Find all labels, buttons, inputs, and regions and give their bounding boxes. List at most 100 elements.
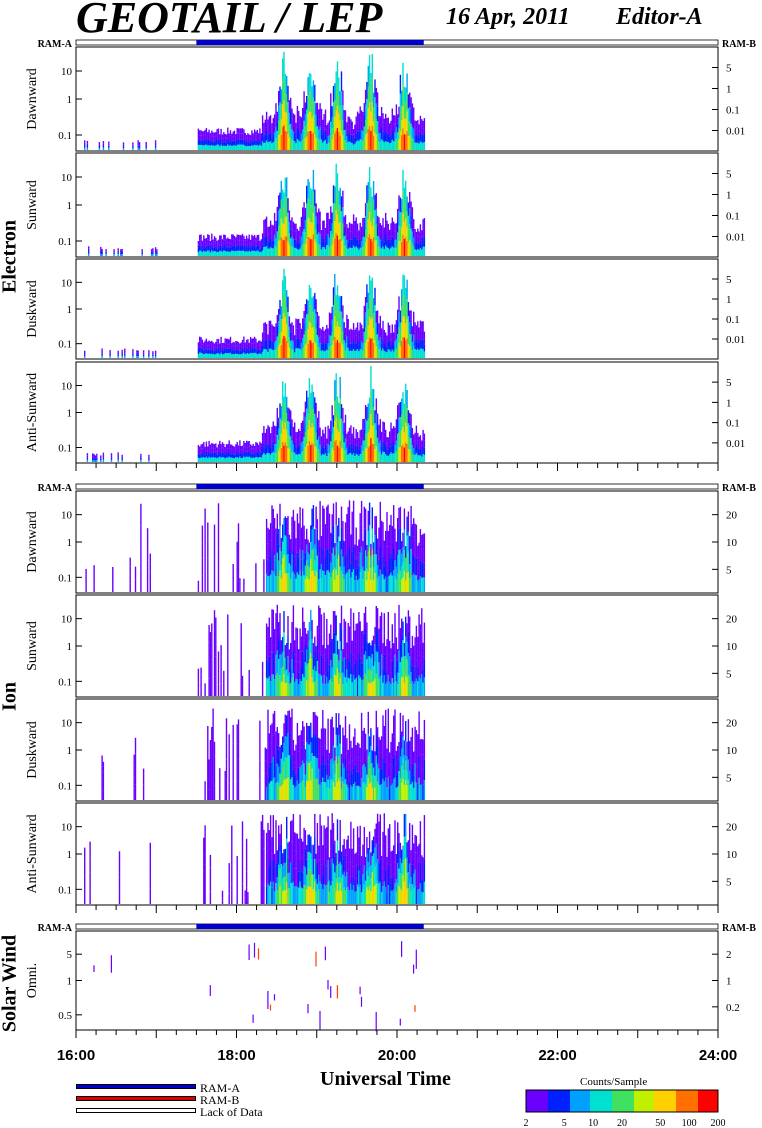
- left-tick-e-dusk-0: 10: [61, 277, 73, 289]
- right-tick-i-anti-1: 10: [726, 849, 738, 861]
- ram-b-label-electron: RAM-B: [722, 39, 756, 50]
- spectrogram-e-dawn: [84, 51, 426, 150]
- solar-wind-group-label: Solar Wind: [0, 934, 21, 1033]
- left-tick-e-anti-2: 0.1: [58, 443, 72, 455]
- right-tick-e-sun-0: 5: [726, 169, 732, 181]
- left-tick-i-dawn-2: 0.1: [58, 572, 72, 584]
- right-tick-i-dawn-0: 20: [726, 510, 738, 522]
- ram-a-segment-solar-wind-0: [196, 924, 424, 929]
- panel-label-i-anti: Anti-Sunward: [25, 814, 40, 893]
- ram-b-label-ion: RAM-B: [722, 483, 756, 494]
- right-tick-e-anti-3: 0.01: [726, 438, 745, 450]
- ram-a-label-electron: RAM-A: [38, 39, 73, 50]
- colorbar: [526, 1090, 719, 1112]
- plot-title: GEOTAIL / LEP: [76, 0, 383, 42]
- spectrogram-e-dusk: [84, 268, 426, 358]
- left-tick-e-dawn-0: 10: [61, 66, 73, 78]
- right-tick-sw-omni-2: 0.2: [726, 1002, 740, 1014]
- right-tick-sw-omni-0: 2: [726, 949, 732, 961]
- x-tick-label-2: 20:00: [378, 1047, 416, 1064]
- right-tick-e-dawn-1: 1: [726, 84, 732, 96]
- left-tick-e-sun-1: 1: [67, 200, 73, 212]
- left-tick-i-dusk-0: 10: [61, 718, 73, 730]
- panel-label-sw-omni: Omni.: [25, 963, 40, 998]
- panel-label-e-dawn: Dawnward: [25, 68, 40, 129]
- spectrogram-sw-omni: [93, 941, 417, 1032]
- right-tick-i-dawn-1: 10: [726, 537, 738, 549]
- right-tick-e-sun-3: 0.01: [726, 232, 745, 244]
- colorbar-title: Counts/Sample: [580, 1076, 648, 1088]
- x-tick-label-4: 24:00: [699, 1047, 737, 1064]
- panel-label-e-sun: Sunward: [25, 180, 40, 230]
- right-tick-i-sun-1: 10: [726, 641, 738, 653]
- spectrogram-i-anti: [84, 813, 426, 904]
- spectrogram-e-sun: [88, 163, 426, 256]
- colorbar-tick-0: 2: [524, 1118, 529, 1128]
- colorbar-tick-1: 5: [562, 1118, 567, 1128]
- x-axis-label: Universal Time: [320, 1068, 451, 1090]
- right-tick-i-dawn-2: 5: [726, 564, 732, 576]
- panel-label-e-anti: Anti-Sunward: [25, 373, 40, 452]
- right-tick-i-anti-0: 20: [726, 822, 738, 834]
- legend-ram-b-label: RAM-B: [200, 1093, 240, 1107]
- right-tick-i-dusk-2: 5: [726, 772, 732, 784]
- right-tick-i-sun-0: 20: [726, 614, 738, 626]
- left-tick-e-dusk-2: 0.1: [58, 339, 72, 351]
- legend-lack-swatch: [76, 1108, 196, 1113]
- right-tick-e-anti-0: 5: [726, 377, 732, 389]
- ion-group-label: Ion: [0, 682, 21, 711]
- colorbar-frame: [525, 1089, 719, 1113]
- left-tick-e-sun-0: 10: [61, 172, 73, 184]
- left-tick-e-anti-1: 1: [67, 408, 73, 420]
- ram-a-segment-electron-0: [196, 40, 424, 45]
- right-tick-i-anti-2: 5: [726, 876, 732, 888]
- right-tick-e-dawn-3: 0.01: [726, 126, 745, 138]
- panel-label-e-dusk: Duskward: [25, 280, 40, 338]
- panel-label-i-dusk: Duskward: [25, 721, 40, 779]
- spectrogram-e-anti: [86, 366, 426, 462]
- left-tick-i-sun-0: 10: [61, 614, 73, 626]
- left-tick-i-dusk-2: 0.1: [58, 780, 72, 792]
- legend-ram-b-swatch: [76, 1096, 196, 1101]
- panel-frame-sw-omni: [75, 930, 719, 1031]
- right-tick-e-anti-1: 1: [726, 397, 732, 409]
- colorbar-tick-5: 100: [682, 1118, 697, 1128]
- x-tick-label-1: 18:00: [217, 1047, 255, 1064]
- left-tick-e-dawn-2: 0.1: [58, 130, 72, 142]
- right-tick-e-dawn-2: 0.1: [726, 105, 740, 117]
- plot-editor: Editor-A: [616, 4, 703, 30]
- panel-label-i-dawn: Dawnward: [25, 511, 40, 572]
- left-tick-e-sun-2: 0.1: [58, 236, 72, 248]
- colorbar-tick-6: 200: [711, 1118, 726, 1128]
- ram-a-label-ion: RAM-A: [38, 483, 73, 494]
- left-tick-i-sun-2: 0.1: [58, 676, 72, 688]
- spectrogram-i-dawn: [85, 500, 426, 592]
- right-tick-e-sun-2: 0.1: [726, 211, 740, 223]
- x-tick-label-3: 22:00: [538, 1047, 576, 1064]
- legend-ram-a-swatch: [76, 1084, 196, 1089]
- left-tick-sw-omni-1: 1: [67, 976, 73, 988]
- right-tick-e-dusk-0: 5: [726, 274, 732, 286]
- ram-b-label-solar-wind: RAM-B: [722, 923, 756, 934]
- left-tick-i-anti-0: 10: [61, 822, 73, 834]
- panel-label-i-sun: Sunward: [25, 621, 40, 671]
- plot-date: 16 Apr, 2011: [446, 4, 570, 30]
- left-tick-e-dawn-1: 1: [67, 94, 73, 106]
- colorbar-tick-3: 20: [617, 1118, 627, 1128]
- right-tick-i-sun-2: 5: [726, 668, 732, 680]
- legend-lack-label: Lack of Data: [200, 1105, 263, 1119]
- left-tick-i-anti-2: 0.1: [58, 884, 72, 896]
- left-tick-i-anti-1: 1: [67, 849, 73, 861]
- right-tick-e-dawn-0: 5: [726, 63, 732, 75]
- left-tick-i-dawn-1: 1: [67, 537, 73, 549]
- left-tick-i-sun-1: 1: [67, 641, 73, 653]
- right-tick-e-dusk-1: 1: [726, 294, 732, 306]
- ram-a-label-solar-wind: RAM-A: [38, 923, 73, 934]
- right-tick-i-dusk-0: 20: [726, 718, 738, 730]
- ram-a-segment-ion-0: [196, 484, 424, 489]
- colorbar-tick-4: 50: [655, 1118, 665, 1128]
- x-tick-label-0: 16:00: [57, 1047, 95, 1064]
- right-tick-i-dusk-1: 10: [726, 745, 738, 757]
- spectrogram-i-sun: [197, 604, 426, 696]
